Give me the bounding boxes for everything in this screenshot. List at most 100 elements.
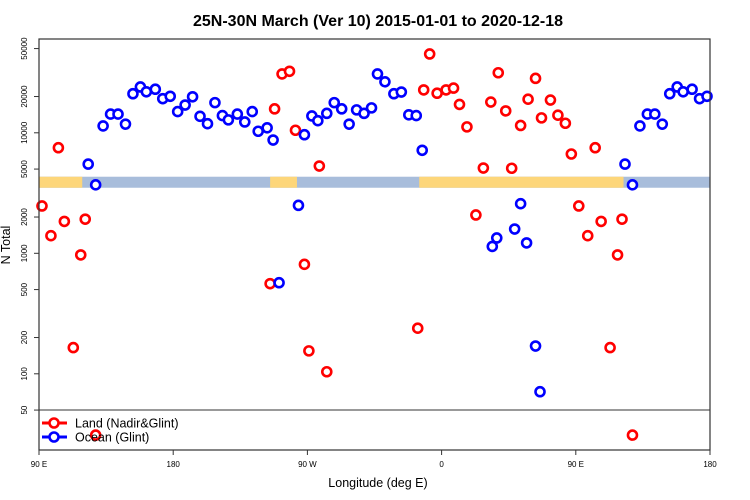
point-ocean — [164, 90, 177, 103]
point-land — [67, 341, 80, 354]
legend-marker-ocean — [48, 431, 60, 443]
point-ocean — [298, 128, 311, 141]
point-land — [595, 215, 607, 228]
point-ocean — [209, 96, 221, 109]
point-ocean — [201, 117, 214, 130]
x-tick-label: 0 — [439, 460, 444, 469]
point-land — [589, 141, 601, 154]
point-land — [529, 72, 542, 85]
point-land — [581, 229, 594, 242]
y-tick-label: 10000 — [20, 121, 29, 144]
point-ocean — [486, 240, 499, 253]
legend-label-ocean: Ocean (Glint) — [75, 431, 149, 445]
point-ocean — [416, 144, 429, 157]
x-tick-label: 180 — [703, 460, 717, 469]
point-land — [485, 96, 497, 108]
point-ocean — [119, 118, 132, 130]
point-ocean — [97, 120, 109, 132]
point-land — [268, 103, 281, 115]
point-land — [604, 341, 616, 354]
point-land — [411, 322, 424, 335]
point-land — [79, 213, 92, 225]
point-ocean — [686, 83, 698, 96]
point-land — [303, 345, 315, 357]
point-ocean — [292, 199, 305, 212]
point-land — [36, 200, 48, 212]
x-tick-label: 90 E — [568, 460, 584, 469]
point-land — [565, 148, 578, 160]
point-land — [544, 94, 557, 106]
point-ocean — [677, 85, 689, 98]
point-ocean — [140, 85, 153, 98]
point-ocean — [335, 103, 348, 115]
y-tick-label: 2000 — [20, 208, 29, 226]
point-ocean — [514, 197, 527, 210]
point-ocean — [410, 109, 423, 122]
point-land — [417, 84, 430, 96]
point-ocean — [194, 110, 206, 123]
point-land — [611, 249, 624, 261]
point-land — [74, 249, 87, 261]
point-ocean — [246, 105, 259, 118]
ocean-band — [39, 176, 710, 188]
point-ocean — [534, 385, 546, 398]
point-ocean — [82, 158, 95, 170]
legend: Land (Nadir&Glint) Ocean (Glint) — [42, 417, 179, 445]
x-axis-label: Longitude (deg E) — [328, 476, 427, 490]
point-land — [453, 98, 466, 111]
y-tick-label: 50000 — [20, 37, 29, 60]
point-ocean — [358, 107, 370, 120]
point-ocean — [261, 122, 273, 134]
point-land — [626, 429, 639, 441]
data-points — [36, 48, 713, 441]
point-ocean — [663, 87, 676, 100]
point-land — [461, 121, 473, 133]
point-ocean — [508, 223, 521, 235]
chart-title: 25N-30N March (Ver 10) 2015-01-01 to 202… — [193, 13, 563, 30]
point-land — [58, 215, 71, 228]
point-land — [320, 365, 333, 378]
point-land — [492, 66, 505, 79]
point-land — [559, 117, 572, 130]
y-tick-label: 20000 — [20, 85, 29, 108]
point-ocean — [252, 125, 264, 138]
point-ocean — [649, 108, 661, 120]
point-land — [535, 112, 548, 124]
point-land — [522, 93, 534, 106]
y-tick-label: 100 — [20, 367, 29, 381]
point-land — [423, 48, 436, 60]
y-tick-label: 50 — [20, 405, 29, 414]
point-ocean — [626, 179, 639, 191]
point-ocean — [312, 114, 324, 127]
y-axis-label: N Total — [0, 226, 13, 265]
point-ocean — [656, 118, 669, 130]
point-ocean — [328, 96, 341, 109]
point-ocean — [273, 276, 285, 289]
point-land — [477, 162, 490, 174]
point-ocean — [634, 120, 646, 132]
point-ocean — [186, 90, 199, 103]
point-land — [572, 200, 585, 212]
point-ocean — [231, 108, 244, 120]
point-ocean — [171, 105, 184, 118]
point-ocean — [267, 134, 279, 146]
point-land — [52, 141, 65, 154]
point-land — [616, 213, 628, 225]
point-ocean — [320, 107, 333, 120]
point-ocean — [371, 68, 384, 80]
plot-frame — [38, 38, 711, 451]
y-axis: 50000 20000 10000 5000 2000 1000 500 200 100 50 — [20, 37, 39, 415]
point-land — [499, 105, 512, 117]
land-segment — [270, 176, 297, 188]
point-land — [283, 65, 296, 78]
point-ocean — [112, 108, 124, 120]
point-ocean — [127, 87, 139, 100]
point-land — [264, 277, 276, 290]
point-ocean — [619, 158, 631, 170]
land-segment — [39, 176, 83, 188]
y-tick-label: 200 — [20, 330, 29, 344]
point-ocean — [379, 75, 391, 88]
point-land — [505, 162, 518, 175]
x-tick-label: 90 E — [31, 460, 47, 469]
